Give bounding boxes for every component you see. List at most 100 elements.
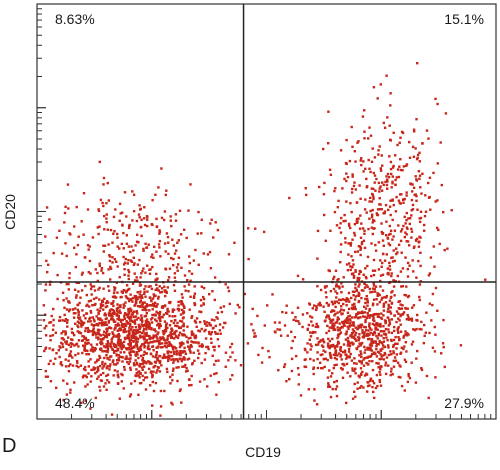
event-dot [389, 310, 392, 313]
event-dot [58, 319, 61, 322]
event-dot [291, 311, 294, 314]
event-dot [147, 243, 150, 246]
event-dot [442, 318, 445, 322]
event-dot [334, 269, 338, 272]
event-dot [82, 233, 85, 236]
event-dot [152, 328, 156, 331]
event-dot [310, 316, 314, 319]
event-dot [147, 321, 151, 324]
event-dot [381, 296, 384, 300]
event-dot [358, 227, 362, 230]
event-dot [155, 310, 158, 313]
event-dot [387, 324, 390, 327]
event-dot [82, 192, 86, 195]
event-dot [403, 293, 406, 297]
event-dot [135, 342, 138, 345]
event-dot [125, 291, 128, 294]
event-dot [73, 288, 77, 291]
event-dot [62, 379, 65, 382]
event-dot [163, 242, 167, 245]
event-dot [372, 273, 376, 277]
event-dot [76, 243, 80, 247]
event-dot [408, 244, 411, 247]
event-dot [345, 304, 348, 307]
event-dot [292, 318, 295, 322]
event-dot [398, 300, 402, 303]
event-dot [338, 328, 341, 332]
event-dot [399, 168, 403, 172]
event-dot [167, 344, 171, 347]
event-dot [138, 330, 141, 334]
event-dot [333, 346, 337, 350]
event-dot [129, 319, 132, 322]
event-dot [175, 266, 179, 269]
event-dot [324, 239, 327, 242]
event-dot [113, 369, 117, 372]
event-dot [163, 290, 167, 293]
event-dot [352, 342, 355, 345]
event-dot [417, 170, 421, 173]
event-dot [113, 311, 116, 315]
event-dot [430, 319, 433, 322]
event-dot [189, 336, 192, 340]
event-dot [278, 328, 282, 331]
event-dot [128, 330, 131, 334]
event-dot [365, 211, 368, 214]
event-dot [160, 167, 163, 170]
event-dot [412, 186, 416, 189]
event-dot [164, 342, 167, 345]
event-dot [373, 156, 377, 159]
event-dot [186, 369, 189, 372]
event-dot [343, 364, 346, 367]
event-dot [306, 342, 309, 345]
event-dot [327, 315, 330, 318]
event-dot [342, 362, 345, 366]
event-dot [214, 330, 217, 334]
event-dot [334, 353, 337, 357]
event-dot [183, 346, 186, 350]
event-dot [218, 329, 222, 332]
event-dot [100, 321, 103, 325]
event-dot [407, 217, 410, 220]
event-dot [327, 142, 330, 145]
event-dot [415, 118, 418, 121]
event-dot [304, 358, 307, 361]
event-dot [64, 242, 67, 245]
event-dot [121, 224, 124, 227]
event-dot [178, 342, 182, 345]
event-dot [405, 226, 409, 229]
event-dot [154, 318, 157, 321]
event-dot [338, 332, 341, 336]
event-dot [297, 373, 300, 376]
event-dot [398, 307, 402, 310]
event-dot [89, 407, 92, 410]
event-dot [148, 268, 151, 271]
event-dot [111, 348, 114, 351]
event-dot [404, 222, 407, 225]
event-dot [337, 301, 340, 305]
event-dot [323, 181, 326, 185]
event-dot [117, 332, 120, 336]
event-dot [366, 390, 369, 393]
event-dot [142, 343, 145, 346]
event-dot [135, 372, 138, 375]
event-dot [153, 305, 156, 308]
event-dot [127, 362, 130, 366]
event-dot [190, 340, 193, 343]
event-dot [149, 352, 153, 356]
event-dot [103, 228, 106, 231]
event-dot [350, 306, 354, 310]
event-dot [75, 253, 78, 256]
event-dot [166, 337, 169, 340]
event-dot [375, 334, 378, 338]
event-dot [384, 301, 388, 304]
event-dot [129, 338, 133, 342]
event-dot [295, 354, 298, 358]
event-dot [77, 345, 80, 348]
event-dot [333, 301, 337, 305]
event-dot [406, 261, 410, 265]
event-dot [359, 311, 362, 314]
event-dot [142, 305, 145, 309]
event-dot [354, 270, 357, 273]
event-dot [354, 269, 357, 272]
